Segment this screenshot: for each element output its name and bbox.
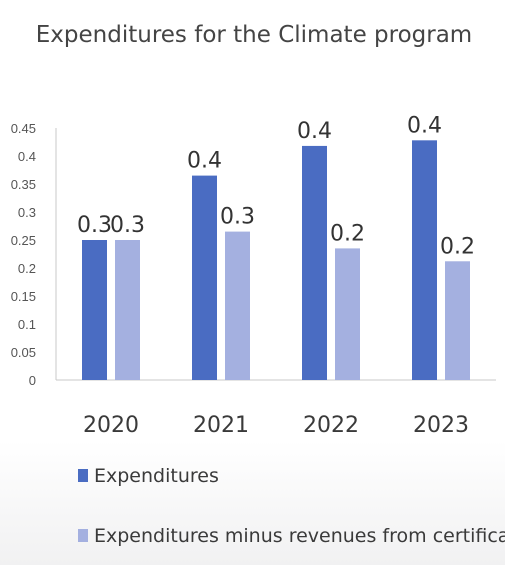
data-label: 0.2 [330, 221, 365, 246]
data-label: 0.2 [440, 234, 475, 259]
legend: Expenditures Expenditures minus revenues … [78, 465, 505, 547]
bars [82, 140, 470, 380]
x-tick-label: 2022 [303, 413, 359, 438]
y-axis-ticks: 0 0.05 0.1 0.15 0.2 0.25 0.3 0.35 0.4 0.45 [11, 121, 36, 388]
bar-net-expenditures-2022 [335, 248, 360, 380]
data-labels: 0.30.30.40.30.40.20.40.2 [77, 113, 475, 259]
bar-expenditures-2020 [82, 240, 107, 380]
bar-expenditures-2023 [412, 140, 437, 380]
legend-label: Expenditures [94, 465, 219, 487]
bar-net-expenditures-2023 [445, 261, 470, 380]
y-tick-label: 0.4 [18, 149, 36, 164]
x-tick-label: 2020 [83, 413, 139, 438]
chart-title: Expenditures for the Climate program [36, 22, 472, 48]
bar-expenditures-2022 [302, 145, 327, 380]
y-tick-label: 0 [29, 373, 36, 388]
y-tick-label: 0.2 [18, 261, 36, 276]
y-tick-label: 0.05 [11, 345, 36, 360]
x-axis-ticks: 2020 2021 2022 2023 [83, 413, 469, 438]
data-label: 0.3 [220, 205, 255, 230]
legend-label: Expenditures minus revenues from certifi… [94, 525, 505, 547]
bar-net-expenditures-2021 [225, 231, 250, 380]
x-tick-label: 2021 [193, 413, 249, 438]
x-tick-label: 2023 [413, 413, 469, 438]
legend-swatch [78, 529, 88, 542]
data-label: 0.3 [110, 213, 145, 238]
bar-expenditures-2021 [192, 175, 217, 380]
legend-swatch [78, 469, 88, 482]
data-label: 0.4 [407, 113, 442, 138]
y-tick-label: 0.25 [11, 233, 36, 248]
data-label: 0.3 [77, 213, 112, 238]
y-tick-label: 0.3 [18, 205, 36, 220]
data-label: 0.4 [187, 149, 222, 174]
bar-net-expenditures-2020 [115, 240, 140, 380]
y-tick-label: 0.15 [11, 289, 36, 304]
y-tick-label: 0.1 [18, 317, 36, 332]
data-label: 0.4 [297, 119, 332, 144]
y-tick-label: 0.35 [11, 177, 36, 192]
y-tick-label: 0.45 [11, 121, 36, 136]
